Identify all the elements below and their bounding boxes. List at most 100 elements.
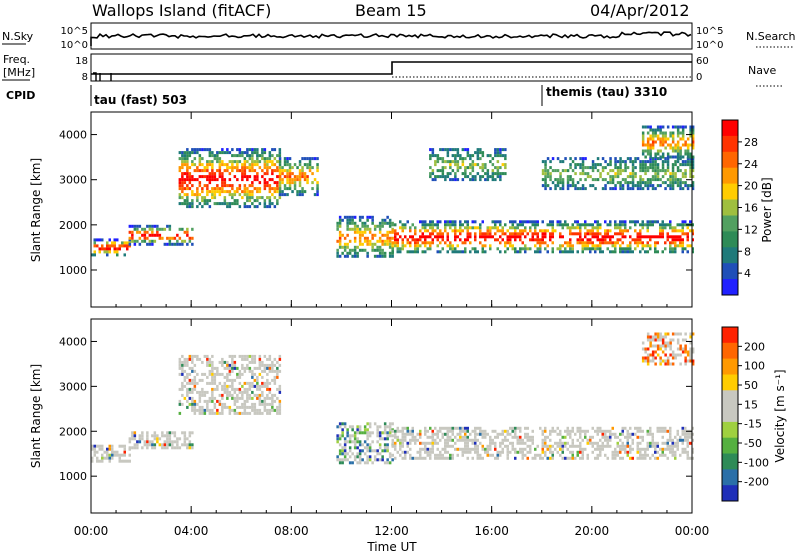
heatmap-cell: [434, 453, 437, 457]
heatmap-cell: [519, 426, 522, 430]
heatmap-cell: [674, 143, 677, 147]
heatmap-cell: [566, 169, 570, 173]
heatmap-cell: [534, 456, 537, 460]
heatmap-cell: [511, 435, 514, 439]
heatmap-cell: [481, 154, 485, 158]
heatmap-cell: [516, 435, 519, 439]
heatmap-cell: [686, 435, 689, 439]
heatmap-cell: [431, 229, 434, 233]
heatmap-cell: [118, 244, 121, 248]
heatmap-cell: [609, 241, 612, 245]
heatmap-cell: [383, 437, 387, 441]
heatmap-cell: [474, 220, 477, 224]
heatmap-cell: [261, 381, 264, 385]
heatmap-cell: [276, 166, 279, 170]
heatmap-cell: [161, 227, 164, 231]
heatmap-cell: [206, 166, 209, 170]
heatmap-cell: [651, 134, 655, 138]
heatmap-cell: [419, 453, 422, 457]
heatmap-cell: [619, 163, 622, 167]
heatmap-cell: [646, 149, 650, 153]
heatmap-cell: [689, 169, 692, 173]
heatmap-cell: [639, 232, 642, 236]
heatmap-cell: [181, 366, 184, 370]
heatmap-cell: [358, 461, 362, 465]
heatmap-cell: [691, 137, 695, 141]
heatmap-cell: [489, 435, 492, 439]
heatmap-cell: [251, 408, 254, 412]
heatmap-cell: [241, 411, 244, 415]
heatmap-cell: [659, 137, 662, 141]
heatmap-cell: [258, 190, 262, 194]
heatmap-cell: [156, 233, 159, 237]
heatmap-cell: [599, 429, 602, 433]
heatmap-cell: [409, 229, 412, 233]
heatmap-cell: [496, 456, 499, 460]
heatmap-cell: [111, 450, 114, 454]
heatmap-cell: [263, 166, 267, 170]
heatmap-cell: [509, 232, 512, 236]
heatmap-cell: [654, 332, 657, 336]
heatmap-cell: [669, 450, 672, 454]
heatmap-cell: [476, 250, 479, 254]
heatmap-cell: [191, 390, 194, 394]
heatmap-cell: [296, 175, 299, 179]
heatmap-cell: [196, 390, 199, 394]
heatmap-cell: [534, 250, 537, 254]
heatmap-cell: [589, 250, 592, 254]
heatmap-cell: [353, 431, 357, 435]
heatmap-cell: [684, 447, 687, 451]
heatmap-cell: [659, 184, 662, 188]
heatmap-cell: [226, 375, 229, 379]
heatmap-cell: [146, 236, 149, 240]
heatmap-cell: [223, 178, 227, 182]
heatmap-cell: [504, 429, 507, 433]
heatmap-cell: [656, 184, 660, 188]
heatmap-cell: [646, 353, 650, 357]
heatmap-cell: [236, 396, 239, 400]
heatmap-cell: [586, 429, 589, 433]
heatmap-cell: [496, 154, 500, 158]
heatmap-cell: [218, 372, 222, 376]
heatmap-cell: [278, 148, 282, 152]
heatmap-cell: [386, 233, 389, 237]
heatmap-cell: [481, 447, 484, 451]
heatmap-cell: [288, 184, 292, 188]
heatmap-cell: [684, 160, 687, 164]
heatmap-cell: [579, 163, 582, 167]
heatmap-cell: [509, 450, 512, 454]
heatmap-cell: [581, 172, 585, 176]
heatmap-cell: [151, 440, 154, 444]
heatmap-cell: [151, 239, 154, 243]
heatmap-cell: [511, 441, 514, 445]
heatmap-cell: [666, 438, 669, 442]
heatmap-cell: [146, 224, 149, 228]
heatmap-cell: [246, 193, 249, 197]
heatmap-cell: [614, 157, 617, 161]
heatmap-cell: [426, 441, 429, 445]
heatmap-cell: [186, 393, 189, 397]
heatmap-cell: [629, 172, 632, 176]
heatmap-cell: [258, 202, 262, 206]
heatmap-cell: [579, 235, 582, 239]
heatmap-cell: [681, 131, 685, 135]
heatmap-cell: [551, 232, 554, 236]
heatmap-cell: [236, 166, 239, 170]
heatmap-cell: [206, 160, 209, 164]
heatmap-cell: [366, 215, 369, 219]
heatmap-cell: [388, 425, 392, 429]
heatmap-cell: [469, 450, 472, 454]
heatmap-cell: [193, 157, 197, 161]
heatmap-cell: [223, 196, 227, 200]
heatmap-cell: [343, 449, 347, 453]
heatmap-cell: [556, 432, 559, 436]
heatmap-cell: [218, 190, 222, 194]
heatmap-cell: [236, 199, 239, 203]
heatmap-cell: [301, 187, 304, 191]
heatmap-cell: [669, 178, 672, 182]
heatmap-cell: [351, 440, 354, 444]
heatmap-cell: [619, 181, 622, 185]
heatmap-cell: [549, 232, 552, 236]
heatmap-cell: [193, 148, 197, 152]
heatmap-cell: [228, 369, 232, 373]
